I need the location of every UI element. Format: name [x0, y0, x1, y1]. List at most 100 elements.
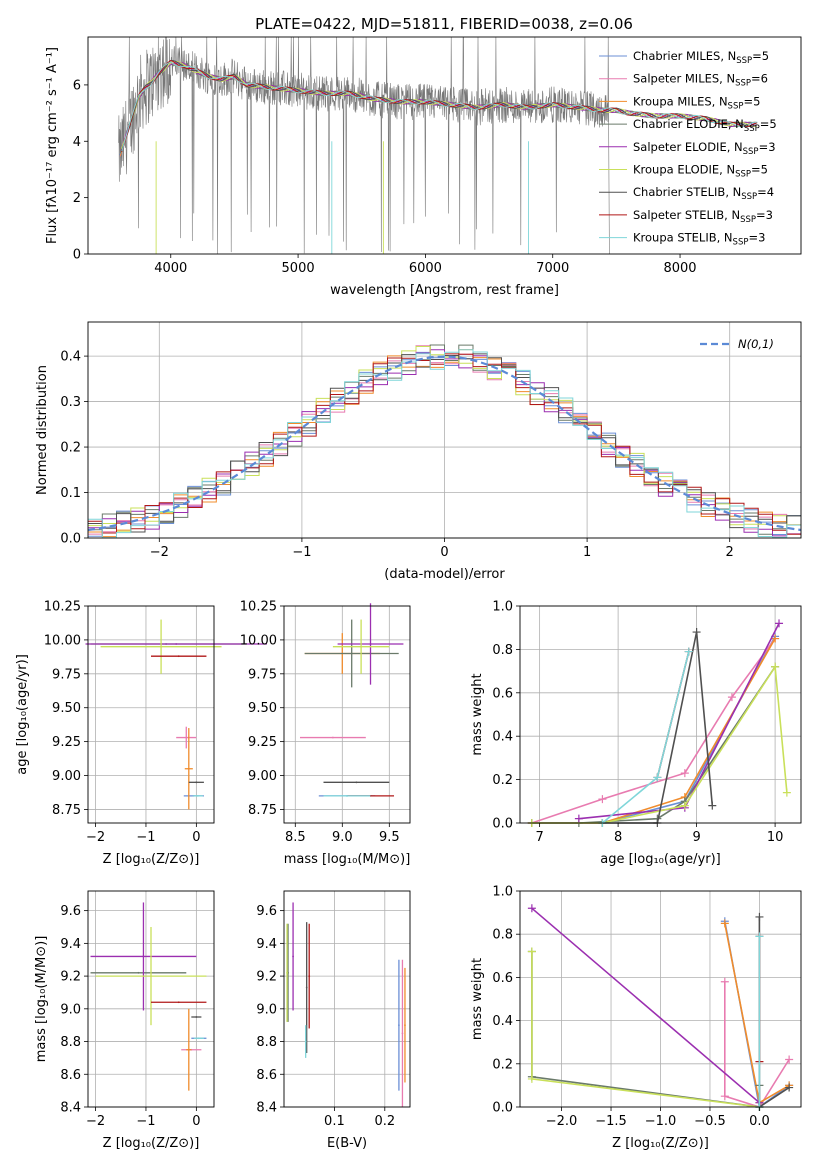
y-tick-label: 9.2	[256, 970, 277, 985]
model-spectrum-line-4	[120, 62, 757, 151]
data-point	[346, 794, 348, 797]
y-tick-label: 0	[73, 248, 81, 263]
axes-frame	[87, 321, 802, 539]
plot-area	[85, 619, 267, 810]
data-point	[369, 643, 372, 645]
panel-spectrum: 4000 5000 6000 7000 8000 0 2 4 6 wavelength [Angs…	[45, 36, 802, 298]
plus-marker	[720, 1092, 729, 1101]
axes-frame	[87, 605, 215, 824]
plus-marker	[771, 634, 780, 643]
y-tick-label: 9.25	[248, 735, 277, 750]
mass-weight-line-3	[531, 666, 776, 824]
panel-age-vs-z: −2 −1 0 8.75 9.00 9.25 9.50 9.75 10.00 10.25 Z [lo…	[15, 600, 267, 867]
x-axis-label: age [log₁₀(age/yr)]	[600, 852, 721, 867]
x-axis-label: (data-model)/error	[384, 567, 505, 582]
y-tick-label: 0.4	[60, 350, 81, 365]
x-tick-label: −0.5	[694, 1114, 726, 1129]
y-axis-label: mass weight	[470, 673, 485, 755]
data-point	[187, 767, 190, 770]
x-axis-label: Z [log₁₀(Z/Z⊙)]	[612, 1136, 709, 1151]
axes-frame	[87, 36, 802, 255]
y-tick-label: 0.0	[492, 1101, 513, 1116]
plus-marker	[692, 628, 701, 637]
y-tick-label: 1.0	[492, 885, 513, 900]
model-spectrum-line-8	[121, 61, 758, 152]
x-tick-label: 6000	[409, 261, 442, 276]
x-tick-label: 0.0	[749, 1114, 770, 1129]
x-tick-label: 7	[535, 830, 543, 845]
y-tick-label: 9.6	[256, 904, 277, 919]
y-tick-label: 9.75	[248, 667, 277, 682]
y-tick-label: 8.6	[60, 1068, 81, 1083]
x-tick-label: 8.5	[285, 830, 306, 845]
panel-mass-vs-z: −2 −1 0 8.4 8.6 8.8 9.0 9.2 9.4 9.6 Z [log₁₀(Z/Z⊙)…	[34, 890, 215, 1151]
y-tick-label: 0.6	[492, 971, 513, 986]
legend-entry: N(0,1)	[738, 337, 774, 351]
panel-mass-vs-ebv: 0.1 0.2 8.4 8.6 8.8 9.0 9.2 9.4 9.6 E(B-V)	[256, 890, 411, 1151]
x-axis-label: Z [log₁₀(Z/Z⊙)]	[103, 1136, 200, 1151]
y-tick-label: 0.0	[60, 532, 81, 547]
y-tick-label: 9.50	[52, 701, 81, 716]
figure-title: PLATE=0422, MJD=51811, FIBERID=0038, z=0…	[255, 15, 633, 33]
x-tick-label: 0.2	[374, 1114, 395, 1129]
y-tick-label: 9.00	[52, 769, 81, 784]
mass-weight-line-0	[531, 636, 776, 824]
plot-area	[527, 904, 794, 1111]
legend-entry: Salpeter STELIB, NSSP=3	[633, 208, 773, 225]
x-tick-label: 9.5	[379, 830, 400, 845]
plus-marker	[720, 977, 729, 986]
plot-area	[286, 902, 406, 1107]
data-point	[150, 975, 152, 977]
y-tick-label: 4	[73, 135, 81, 150]
legend-entry: Kroupa ELODIE, NSSP=5	[633, 163, 768, 180]
data-point	[355, 781, 358, 784]
data-point	[350, 652, 353, 655]
x-tick-label: 9	[692, 830, 700, 845]
residual-histogram-step-8	[88, 349, 801, 538]
data-point	[404, 1024, 406, 1027]
model-spectrum-line-7	[121, 60, 758, 152]
plus-marker	[574, 814, 583, 823]
y-axis-label: mass [log₁₀(M/M⊙)]	[34, 936, 49, 1063]
plus-marker	[680, 801, 689, 810]
model-spectrum-line-6	[120, 60, 758, 151]
y-tick-label: 10.00	[240, 633, 277, 648]
legend-entry: Kroupa STELIB, NSSP=3	[633, 231, 765, 248]
plus-marker	[755, 912, 764, 921]
y-tick-label: 0.4	[492, 1014, 513, 1029]
y-tick-label: 8.6	[256, 1068, 277, 1083]
data-point	[137, 971, 140, 974]
data-point	[175, 643, 178, 645]
plus-marker	[708, 801, 717, 810]
legend-entry: Salpeter ELODIE, NSSP=3	[633, 140, 776, 157]
data-point	[160, 645, 162, 648]
plus-marker	[782, 788, 791, 797]
model-spectrum-line-5	[120, 61, 757, 150]
y-tick-label: 9.75	[52, 667, 81, 682]
y-tick-label: 0.8	[492, 928, 513, 943]
axes-frame	[519, 605, 802, 824]
y-tick-label: 0.6	[492, 686, 513, 701]
y-tick-label: 10.25	[240, 600, 277, 615]
panel-age-vs-mass: 8.5 9.0 9.5 8.75 9.00 9.25 9.50 9.75 10.00 10.25 m…	[240, 600, 411, 867]
x-tick-label: −2	[150, 545, 169, 560]
plus-marker	[598, 795, 607, 804]
data-point	[286, 971, 288, 974]
plus-marker	[771, 662, 780, 671]
y-tick-label: 0.0	[492, 817, 513, 832]
y-tick-label: 2	[73, 191, 81, 206]
x-tick-label: 0	[192, 830, 200, 845]
data-point	[142, 955, 145, 958]
y-tick-label: 1.0	[492, 600, 513, 615]
axes-frame	[87, 890, 215, 1108]
y-axis-label: mass weight	[470, 958, 485, 1040]
y-tick-label: 9.0	[256, 1002, 277, 1017]
x-tick-label: 4000	[154, 261, 187, 276]
plus-marker	[680, 769, 689, 778]
axes-frame	[519, 890, 802, 1108]
x-tick-label: 0	[440, 545, 448, 560]
panel-mass-weight-vs-z: −2.0 −1.5 −1.0 −0.5 0.0 0.0 0.2 0.4 0.6 0.8 1.0 Z […	[470, 885, 802, 1151]
mass-weight-line-4	[531, 907, 760, 1104]
x-tick-label: 8	[614, 830, 622, 845]
